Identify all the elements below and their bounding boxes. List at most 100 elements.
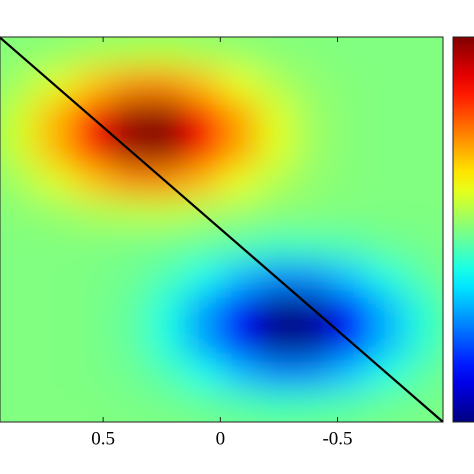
heatmap-cell xyxy=(147,132,186,166)
heatmap-cell xyxy=(221,196,259,230)
heatmap-cell xyxy=(405,100,443,134)
heatmap-cell xyxy=(294,261,333,295)
heatmap-cell xyxy=(294,357,333,391)
diagonal-line xyxy=(0,36,444,423)
heatmap-cell xyxy=(36,37,75,70)
heatmap-cell xyxy=(405,325,443,359)
heatmap-cell xyxy=(36,132,75,166)
heatmap-cell xyxy=(36,164,75,198)
heatmap-cell xyxy=(257,37,296,70)
plot-frame xyxy=(0,36,444,423)
heatmap-cell xyxy=(405,293,443,327)
heatmap-cell xyxy=(257,293,296,327)
heatmap-cell xyxy=(184,325,222,359)
heatmap-cell xyxy=(110,293,149,327)
x-tick-label: -0.5 xyxy=(322,428,352,449)
heatmap-cell xyxy=(36,389,75,422)
heatmap-cell xyxy=(110,389,149,422)
heatmap-cell xyxy=(257,132,296,166)
heatmap-cell xyxy=(0,196,38,230)
heatmap-cell xyxy=(405,229,443,263)
heatmap-cell xyxy=(0,68,38,102)
heatmap-cell xyxy=(221,261,259,295)
heatmap-cell xyxy=(36,293,75,327)
heatmap-cell xyxy=(294,164,333,198)
heatmap-cell xyxy=(405,37,443,70)
heatmap-cell xyxy=(221,132,259,166)
heatmap-cell xyxy=(368,229,407,263)
heatmap-cell xyxy=(110,37,149,70)
heatmap-cell xyxy=(0,100,38,134)
heatmap-cell xyxy=(36,229,75,263)
heatmap-cell xyxy=(110,229,149,263)
heatmap-cell xyxy=(221,37,259,70)
heatmap-cell xyxy=(147,389,186,422)
heatmap-cell xyxy=(0,293,38,327)
heatmap-cell xyxy=(368,293,407,327)
heatmap-cell xyxy=(73,132,112,166)
heatmap-cell xyxy=(184,132,222,166)
heatmap-cell xyxy=(147,37,186,70)
heatmap-cell xyxy=(257,100,296,134)
heatmap-cell xyxy=(294,389,333,422)
heatmap-cell xyxy=(147,357,186,391)
heatmap-cell xyxy=(294,68,333,102)
heatmap-cell xyxy=(73,293,112,327)
heatmap-cell xyxy=(368,325,407,359)
heatmap-cell xyxy=(36,325,75,359)
heatmap-cell xyxy=(0,229,38,263)
heatmap-cell xyxy=(184,293,222,327)
heatmap-cell xyxy=(110,357,149,391)
heatmap-cell xyxy=(184,164,222,198)
heatmap-cell xyxy=(405,68,443,102)
heatmap-cell xyxy=(110,196,149,230)
heatmap-cell xyxy=(368,164,407,198)
heatmap-cell xyxy=(331,132,370,166)
heatmap-cell xyxy=(147,100,186,134)
heatmap-cell xyxy=(331,164,370,198)
heatmap-cell xyxy=(184,37,222,70)
heatmap-cell xyxy=(147,68,186,102)
heatmap-cell xyxy=(221,293,259,327)
heatmap-cell xyxy=(331,100,370,134)
heatmap-cell xyxy=(368,68,407,102)
heatmap-cell xyxy=(221,164,259,198)
heatmap-cell xyxy=(405,196,443,230)
heatmap-cell xyxy=(405,164,443,198)
heatmap-cell xyxy=(73,68,112,102)
heatmap-cell xyxy=(257,68,296,102)
heatmap-cell xyxy=(36,261,75,295)
heatmap-cell xyxy=(0,389,38,422)
heatmap-cell xyxy=(368,196,407,230)
heatmap-cell xyxy=(294,196,333,230)
heatmap-cell xyxy=(110,261,149,295)
heatmap-cell xyxy=(331,389,370,422)
heatmap-cell xyxy=(368,100,407,134)
heatmap-cell xyxy=(36,196,75,230)
heatmap-cell xyxy=(110,68,149,102)
heatmap-cell xyxy=(331,37,370,70)
heatmap-cell xyxy=(184,229,222,263)
heatmap-cell xyxy=(331,357,370,391)
heatmap-cell xyxy=(0,325,38,359)
heatmap-cell xyxy=(331,229,370,263)
heatmap-cell xyxy=(331,68,370,102)
heatmap-cell xyxy=(0,261,38,295)
heatmap-cell xyxy=(73,261,112,295)
heatmap-cell xyxy=(368,37,407,70)
heatmap-cell xyxy=(221,357,259,391)
heatmap-cell xyxy=(294,132,333,166)
heatmap-cell xyxy=(368,132,407,166)
heatmap-cell xyxy=(405,261,443,295)
heatmap-cell xyxy=(147,229,186,263)
heatmap-cell xyxy=(257,229,296,263)
heatmap-cell xyxy=(294,100,333,134)
heatmap-cell xyxy=(0,164,38,198)
heatmap-cell xyxy=(184,100,222,134)
heatmap-cell xyxy=(73,196,112,230)
heatmap-cell xyxy=(147,261,186,295)
heatmap-cell xyxy=(0,357,38,391)
heatmap-cell xyxy=(73,164,112,198)
heatmap-cell xyxy=(73,357,112,391)
